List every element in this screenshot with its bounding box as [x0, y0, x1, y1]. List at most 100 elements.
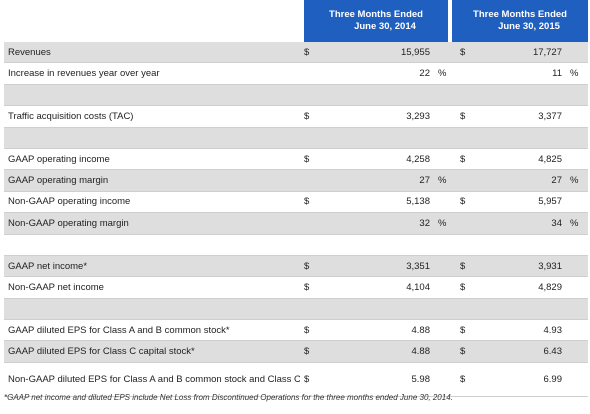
percent-2014: % [434, 169, 456, 192]
spacer-row [4, 298, 588, 321]
value-2014: 3,351 [334, 255, 434, 278]
row-label: Increase in revenues year over year [4, 62, 300, 85]
table-row: Non-GAAP operating income $5,138 $5,957 [4, 191, 588, 214]
row-label [4, 298, 300, 321]
value-2014: 27 [334, 169, 434, 192]
table-row: Increase in revenues year over year 22% 11… [4, 62, 588, 85]
column-header-2015-line2: June 30, 2015 [498, 21, 560, 32]
value-2015: 27 [476, 169, 566, 192]
currency-2014: $ [300, 255, 334, 278]
value-2014 [334, 234, 434, 256]
value-2015 [476, 298, 566, 321]
value-2014: 4,104 [334, 276, 434, 299]
table-row: GAAP diluted EPS for Class A and B commo… [4, 319, 588, 342]
percent-2014 [434, 127, 456, 149]
row-label: Non-GAAP diluted EPS for Class A and B c… [4, 362, 300, 397]
percent-2014 [434, 234, 456, 256]
row-label [4, 234, 300, 256]
value-2014: 22 [334, 62, 434, 85]
currency-2015: $ [456, 148, 476, 171]
row-label: GAAP operating income [4, 148, 300, 171]
percent-2015 [566, 42, 588, 64]
value-2014 [334, 127, 434, 149]
percent-2014 [434, 255, 456, 278]
row-label [4, 84, 300, 107]
value-2015: 3,931 [476, 255, 566, 278]
financial-table: Revenues $15,955 $17,727 Increase in revenu… [4, 42, 588, 397]
currency-2015: $ [456, 362, 476, 397]
currency-2015 [456, 212, 476, 235]
table-row: Revenues $15,955 $17,727 [4, 42, 588, 64]
column-header-2015: Three Months Ended June 30, 2015 [452, 0, 588, 42]
currency-2015 [456, 127, 476, 149]
value-2015: 3,377 [476, 105, 566, 128]
currency-2014 [300, 127, 334, 149]
spacer-row [4, 234, 588, 256]
value-2014: 5.98 [334, 362, 434, 397]
row-label [4, 127, 300, 149]
percent-2015 [566, 255, 588, 278]
value-2014: 15,955 [334, 42, 434, 64]
percent-2015: % [566, 212, 588, 235]
currency-2015: $ [456, 191, 476, 214]
percent-2015 [566, 191, 588, 214]
percent-2014 [434, 84, 456, 107]
currency-2014 [300, 62, 334, 85]
column-header-2014: Three Months Ended June 30, 2014 [304, 0, 448, 42]
percent-2015 [566, 340, 588, 363]
value-2015: 17,727 [476, 42, 566, 64]
value-2015 [476, 234, 566, 256]
currency-2015 [456, 234, 476, 256]
table-row: Traffic acquisition costs (TAC) $3,293 $3,… [4, 105, 588, 128]
percent-2015 [566, 84, 588, 107]
percent-2014 [434, 340, 456, 363]
percent-2015 [566, 362, 588, 397]
currency-2014 [300, 234, 334, 256]
footnote: *GAAP net income and diluted EPS include… [4, 393, 453, 402]
currency-2015: $ [456, 105, 476, 128]
table-header: Three Months Ended June 30, 2014 Three M… [0, 0, 590, 42]
currency-2014: $ [300, 105, 334, 128]
value-2014: 5,138 [334, 191, 434, 214]
currency-2014: $ [300, 362, 334, 397]
table-row: GAAP diluted EPS for Class C capital sto… [4, 340, 588, 363]
percent-2015 [566, 319, 588, 342]
row-label: Non-GAAP operating margin [4, 212, 300, 235]
value-2015: 6.43 [476, 340, 566, 363]
value-2014: 4.88 [334, 319, 434, 342]
percent-2015 [566, 298, 588, 321]
row-label: GAAP net income* [4, 255, 300, 278]
currency-2015: $ [456, 340, 476, 363]
row-label: Non-GAAP operating income [4, 191, 300, 214]
spacer-row [4, 127, 588, 149]
table-row: GAAP net income* $3,351 $3,931 [4, 255, 588, 278]
currency-2014 [300, 212, 334, 235]
value-2014 [334, 298, 434, 321]
value-2014 [334, 84, 434, 107]
value-2015: 5,957 [476, 191, 566, 214]
percent-2014 [434, 362, 456, 397]
column-header-2014-line1: Three Months Ended [329, 9, 423, 20]
currency-2014 [300, 169, 334, 192]
percent-2014: % [434, 212, 456, 235]
currency-2014: $ [300, 42, 334, 64]
percent-2014 [434, 42, 456, 64]
value-2015: 4.93 [476, 319, 566, 342]
percent-2014 [434, 298, 456, 321]
currency-2015 [456, 298, 476, 321]
table-row: Non-GAAP diluted EPS for Class A and B c… [4, 362, 588, 397]
currency-2015 [456, 62, 476, 85]
value-2015: 4,825 [476, 148, 566, 171]
row-label: GAAP diluted EPS for Class A and B commo… [4, 319, 300, 342]
value-2015 [476, 84, 566, 107]
currency-2014: $ [300, 340, 334, 363]
currency-2015: $ [456, 319, 476, 342]
value-2015 [476, 127, 566, 149]
percent-2015 [566, 105, 588, 128]
percent-2014 [434, 191, 456, 214]
percent-2014 [434, 148, 456, 171]
column-header-2015-line1: Three Months Ended [473, 9, 567, 20]
currency-2015: $ [456, 42, 476, 64]
percent-2015: % [566, 169, 588, 192]
